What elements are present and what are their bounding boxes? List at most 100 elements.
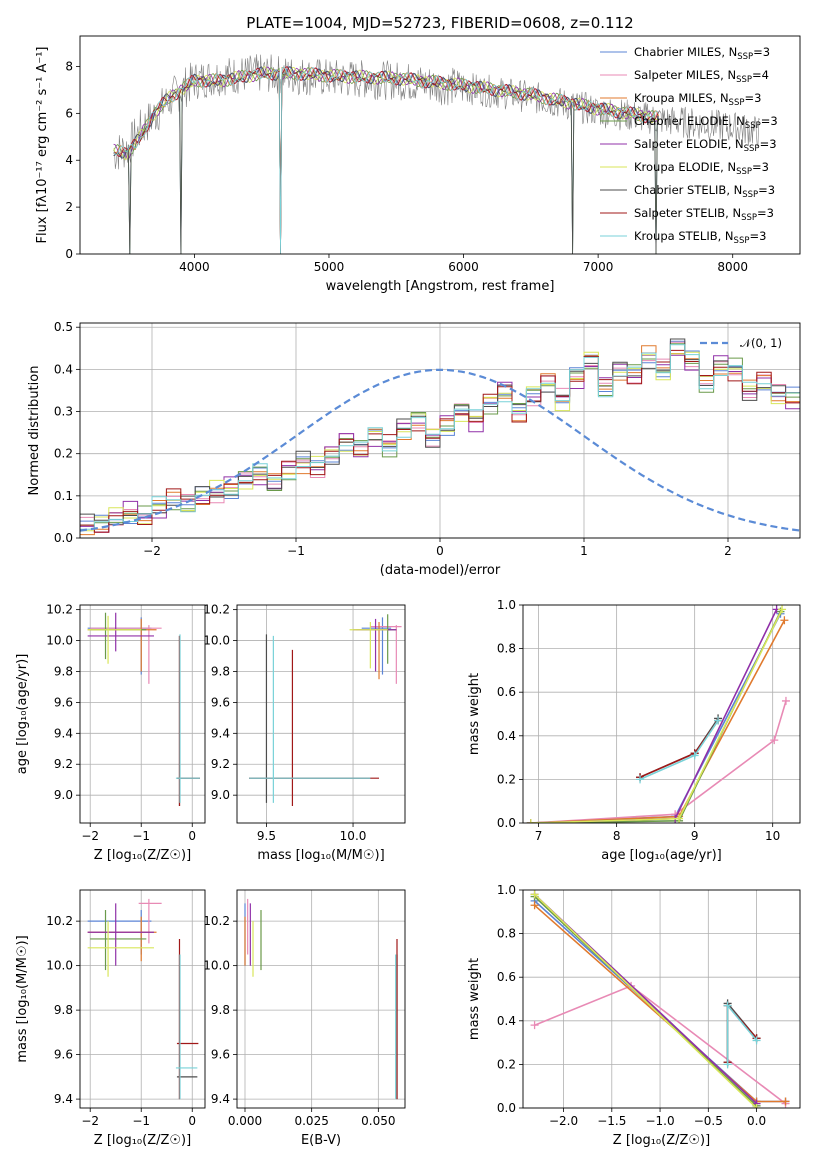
series-kroupa-stelib — [636, 716, 723, 784]
axes-frame — [79, 889, 206, 1109]
histogram-salpeter-stelib — [80, 349, 800, 533]
series-line — [639, 720, 719, 781]
y-tick-label: 0.6 — [497, 685, 516, 699]
y-tick-label: 9.6 — [54, 1048, 73, 1062]
y-tick-label: 0.6 — [497, 970, 516, 984]
errorbar-kroupa-stelib — [175, 634, 200, 803]
legend-count: =3 — [749, 229, 766, 243]
series-kroupa-miles — [526, 616, 789, 823]
x-tick-label: −0.5 — [694, 1114, 723, 1128]
grid — [237, 605, 405, 823]
y-tick-label: 0 — [65, 247, 73, 261]
y-tick-label: 9.0 — [211, 788, 230, 802]
plot-area — [249, 614, 402, 806]
x-tick-label: 2 — [724, 544, 732, 558]
legend-entry: Chabrier STELIB, NSSP=3 — [634, 183, 775, 200]
legend: 𝒩(0, 1) — [700, 336, 782, 350]
y-axis-label: age [log₁₀(age/yr)] — [15, 654, 30, 775]
x-tick-label: −1.5 — [597, 1114, 626, 1128]
grid — [80, 890, 205, 1108]
x-tick-label: −2 — [81, 1114, 99, 1128]
x-tick-label: −1 — [132, 1114, 150, 1128]
x-tick-label: 0.000 — [228, 1114, 262, 1128]
x-tick-label: 9 — [691, 829, 699, 843]
data-point — [530, 890, 539, 899]
y-tick-label: 1.0 — [497, 883, 516, 897]
panel-age-vs-Z: −2 −1 0 9.0 9.2 9.4 9.6 9.8 10.0 10.2 Z [log₁₀(Z/Z… — [15, 603, 206, 863]
legend-entry: Salpeter STELIB, NSSP=3 — [634, 206, 774, 223]
y-tick-label: 10.2 — [203, 603, 230, 617]
legend-entry: 𝒩(0, 1) — [740, 336, 782, 350]
legend-entry: Salpeter MILES, NSSP=4 — [634, 68, 769, 85]
errorbar-kroupa-elodie — [349, 622, 388, 669]
y-tick-label: 9.8 — [54, 1003, 73, 1017]
errorbar-kroupa-elodie — [87, 921, 154, 977]
series-kroupa-elodie — [530, 890, 761, 1108]
axes-frame — [522, 604, 801, 824]
y-tick-label: 0.2 — [497, 1057, 516, 1071]
y-tick-label: 0.8 — [497, 642, 516, 656]
data-point — [690, 751, 699, 760]
x-tick-label: 10.0 — [340, 829, 367, 843]
y-tick-label: 9.4 — [54, 1092, 73, 1106]
panel-massweight-vs-age: 7 8 9 10 0.0 0.2 0.4 0.6 0.8 1.0 age [log₁₀(age/yr… — [467, 598, 801, 863]
x-tick-label: −1 — [287, 544, 305, 558]
grid — [80, 605, 205, 823]
y-tick-label: 9.4 — [211, 1092, 230, 1106]
series-kroupa-elodie — [526, 605, 787, 823]
x-tick-label: 7000 — [583, 260, 614, 274]
y-tick-label: 10.2 — [203, 914, 230, 928]
legend-subscript: SSP — [729, 98, 745, 108]
panel-mass-vs-ebv: 0.000 0.025 0.050 9.4 9.6 9.8 10.0 10.2 E(B-V) — [203, 889, 406, 1148]
y-tick-label: 9.8 — [211, 664, 230, 678]
y-axis-label: mass weight — [467, 958, 482, 1040]
normal-distribution-curve — [80, 368, 800, 532]
errorbar-salpeter-elodie — [87, 612, 154, 652]
data-point — [530, 1021, 539, 1030]
x-axis-label: Z [log₁₀(Z/Z☉)] — [94, 1133, 191, 1148]
series-line — [530, 609, 778, 823]
errorbar-kroupa-miles — [356, 622, 392, 680]
axes: 7 8 9 10 0.0 0.2 0.4 0.6 0.8 1.0 age [log₁₀(age/yr… — [467, 598, 801, 863]
x-tick-label: 0 — [436, 544, 444, 558]
plot-area — [526, 605, 790, 823]
x-axis-label: (data-model)/error — [380, 563, 501, 578]
x-axis-label: mass [log₁₀(M/M☉)] — [257, 848, 384, 863]
grid — [523, 604, 800, 824]
y-tick-label: 9.2 — [54, 757, 73, 771]
legend-subscript: SSP — [734, 236, 750, 246]
data-point — [780, 616, 789, 625]
errorbar-salpeter-miles — [90, 625, 162, 684]
legend-entry: Kroupa STELIB, NSSP=3 — [634, 229, 766, 246]
series-line — [530, 613, 782, 823]
data-point — [723, 1001, 732, 1010]
panel-massweight-vs-Z: −2.0 −1.5 −1.0 −0.5 0.0 0.0 0.2 0.4 0.6 0.8 1.0 Z [… — [467, 883, 801, 1148]
plot-area — [113, 54, 760, 254]
y-axis-label: Normed distribution — [27, 366, 42, 496]
series-line — [726, 1003, 758, 1063]
x-axis-label: E(B-V) — [301, 1133, 341, 1148]
plot-area — [80, 338, 800, 536]
y-axis-label: mass weight — [467, 673, 482, 755]
axes: −2 −1 0 1 2 0.0 0.1 0.2 0.3 0.4 0.5 (data-model)/er… — [27, 320, 801, 578]
data-point — [781, 1097, 790, 1106]
series-chabrier-miles — [526, 609, 785, 823]
x-tick-label: 0.050 — [361, 1114, 395, 1128]
x-tick-label: 0.025 — [294, 1114, 328, 1128]
y-axis-label: mass [log₁₀(M/M☉)] — [15, 935, 30, 1062]
series-line — [530, 700, 787, 823]
panel-mass-vs-Z: −2 −1 0 9.4 9.6 9.8 10.0 10.2 Z [log₁₀(Z/Z☉)] mas… — [15, 889, 206, 1148]
errorbar-salpeter-miles — [138, 898, 162, 944]
errorbar-salpeter-elodie — [87, 903, 154, 966]
series-line — [726, 1003, 758, 1065]
series-line — [534, 893, 758, 1108]
histogram-kroupa-elodie — [80, 351, 800, 532]
data-point — [714, 716, 723, 725]
y-tick-label: 10.0 — [203, 959, 230, 973]
legend-subscript: SSP — [737, 52, 753, 62]
plot-area — [87, 612, 200, 806]
panel-residuals: −2 −1 0 1 2 0.0 0.1 0.2 0.3 0.4 0.5 (data-model)/er… — [27, 320, 801, 578]
legend-count: =3 — [757, 206, 774, 220]
